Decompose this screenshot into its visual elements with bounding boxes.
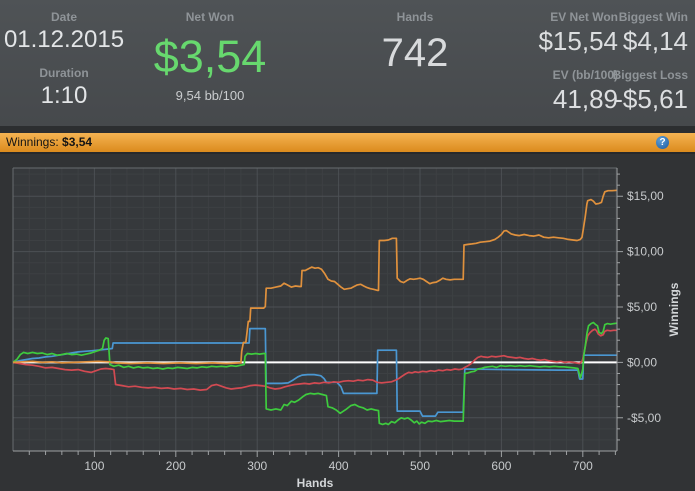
date-label: Date — [50, 10, 77, 24]
duration-value: 1:10 — [40, 82, 88, 109]
x-tick-label: 500 — [410, 459, 430, 473]
ev-net-won-label: EV Net Won — [550, 10, 618, 24]
header-divider — [0, 126, 695, 133]
x-axis-title: Hands — [297, 476, 334, 490]
green-line — [12, 321, 618, 426]
y-tick-label: $10,00 — [627, 245, 664, 259]
date-duration-column: Date 01.12.2015 Duration 1:10 — [0, 0, 128, 110]
winnings-bar-value: $3,54 — [62, 135, 93, 149]
hands-label: Hands — [396, 10, 434, 24]
y-axis-title: Winnings — [667, 282, 681, 336]
date-value: 01.12.2015 — [3, 26, 125, 53]
ev-bb100-value: 41,89 — [552, 84, 618, 114]
duration-label: Duration — [39, 66, 89, 80]
winnings-graph[interactable]: 100 200 300 400 500 600 700 $15,00 $10,00 $5,00 $0… — [0, 154, 695, 491]
gridlines — [12, 167, 617, 451]
y-tick-label: $15,00 — [627, 189, 664, 203]
axis-labels: 100 200 300 400 500 600 700 $15,00 $10,00 $5,00 $0… — [84, 189, 681, 490]
net-won-value: $3,54 — [153, 31, 267, 82]
x-tick-label: 700 — [573, 459, 593, 473]
axes — [13, 168, 623, 457]
biggest-win-label: Biggest Win — [618, 10, 688, 24]
biggest-loss-value: -$5,61 — [614, 84, 688, 114]
y-tick-label: $0,00 — [627, 355, 657, 369]
x-tick-label: 400 — [329, 459, 349, 473]
x-tick-label: 100 — [84, 459, 104, 473]
series-lines — [12, 189, 618, 426]
hands-column: Hands 742 — [300, 0, 530, 76]
net-won-bb100: 9,54 bb/100 — [175, 88, 245, 103]
hands-value: 742 — [381, 31, 449, 75]
help-icon[interactable]: ? — [656, 136, 669, 149]
session-stats-header: Date 01.12.2015 Duration 1:10 Net Won $3… — [0, 0, 695, 126]
x-tick-label: 300 — [247, 459, 267, 473]
winnings-section-bar[interactable]: Winnings: $3,54 ? — [0, 133, 695, 152]
y-tick-label: $5,00 — [627, 300, 657, 314]
blue-line — [12, 327, 617, 417]
x-tick-label: 200 — [166, 459, 186, 473]
orange-line — [12, 189, 618, 365]
winnings-bar-label: Winnings: — [6, 135, 59, 149]
net-won-label: Net Won — [185, 10, 235, 24]
ev-bb100-label: EV (bb/100) — [552, 68, 618, 82]
x-tick-label: 600 — [491, 459, 511, 473]
red-line — [12, 328, 617, 391]
chart-panel: 100 200 300 400 500 600 700 $15,00 $10,00 $5,00 $0… — [0, 152, 695, 491]
y-tick-label: -$5,00 — [627, 411, 661, 425]
biggest-win-value: $4,14 — [622, 26, 688, 56]
help-icon-glyph: ? — [659, 137, 666, 148]
biggest-column: Biggest Win $4,14 Biggest Loss -$5,61 — [600, 0, 688, 114]
net-won-column: Net Won $3,54 9,54 bb/100 — [128, 0, 292, 103]
ev-net-won-value: $15,54 — [538, 26, 618, 56]
ev-column: EV Net Won $15,54 EV (bb/100) 41,89 — [455, 0, 618, 114]
biggest-loss-label: Biggest Loss — [612, 68, 688, 82]
